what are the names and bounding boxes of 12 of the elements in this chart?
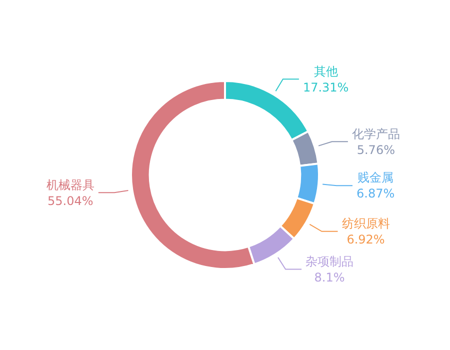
slice-label: 其他 bbox=[314, 64, 338, 78]
data-label: 6.92% bbox=[346, 232, 385, 247]
slice-label: 机械器具 bbox=[46, 178, 94, 192]
slice-label: 化学产品 bbox=[352, 126, 400, 141]
slice-label: 纺织原料 bbox=[342, 216, 390, 231]
slice-label: 贱金属 bbox=[358, 170, 394, 185]
data-label: 55.04% bbox=[48, 194, 94, 208]
data-label: 5.76% bbox=[356, 142, 395, 157]
data-label: 6.87% bbox=[356, 186, 395, 201]
slice-label: 杂项制品 bbox=[306, 254, 354, 268]
data-label: 17.31% bbox=[302, 80, 349, 94]
data-label: 8.1% bbox=[314, 270, 345, 284]
